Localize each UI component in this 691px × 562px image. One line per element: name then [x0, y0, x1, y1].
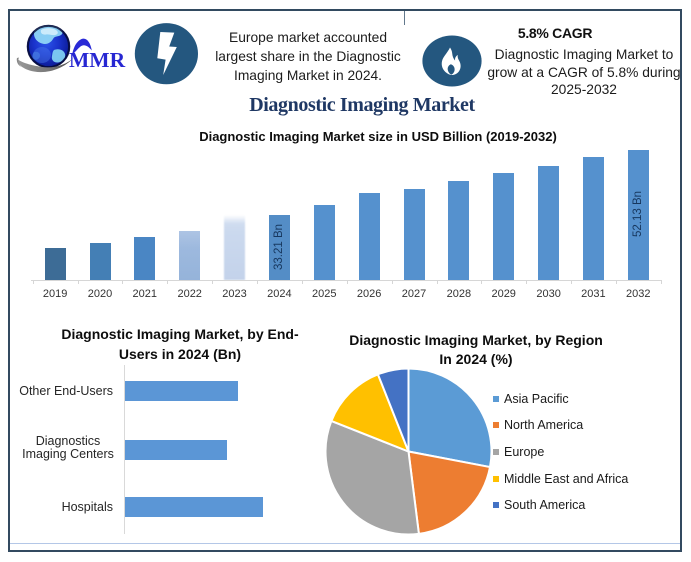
svg-text:MMR: MMR	[69, 48, 126, 72]
